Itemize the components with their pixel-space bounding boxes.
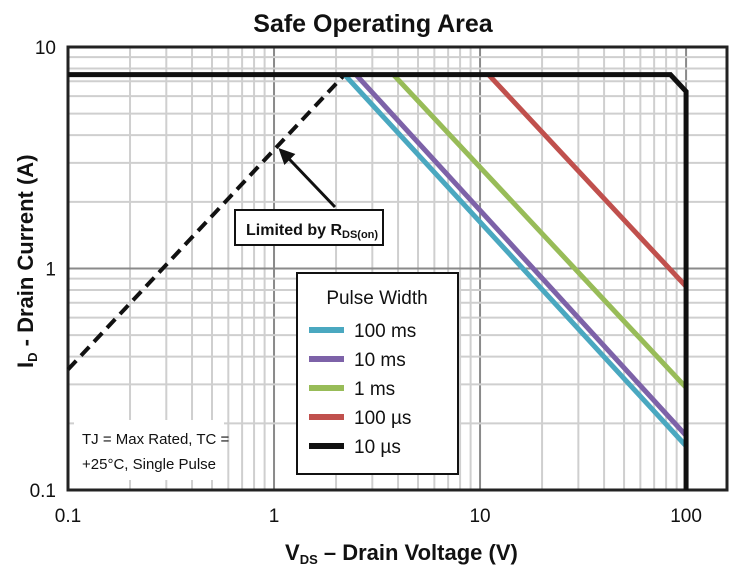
rds-limit-line	[66, 73, 347, 371]
annotation-arrow	[283, 152, 337, 209]
legend-title: Pulse Width	[326, 288, 427, 309]
x-tick-label: 10	[469, 506, 490, 527]
x-axis-label-part: V	[285, 540, 300, 565]
chart-title: Safe Operating Area	[253, 10, 494, 38]
legend-box	[296, 272, 459, 475]
x-tick-label: 0.1	[55, 506, 81, 527]
y-axis-label-part: I	[13, 362, 38, 368]
note-line-2: +25°C, Single Pulse	[82, 456, 216, 473]
y-tick-label: 1	[45, 260, 56, 281]
legend-label: 10 ms	[354, 350, 406, 371]
series-line-100-µs	[486, 72, 688, 289]
arrow-head-icon	[278, 147, 296, 165]
legend-label: 100 ms	[354, 321, 416, 342]
note-bg	[74, 420, 224, 480]
y-tick-label: 10	[35, 38, 56, 59]
series-line-10-µs	[68, 72, 689, 490]
x-axis-label: VDS – Drain Voltage (V)	[285, 540, 518, 567]
y-axis-label: ID - Drain Current (A)	[13, 154, 40, 368]
series-line-1-ms	[391, 72, 688, 390]
x-axis-label-part: – Drain Voltage (V)	[318, 540, 518, 565]
y-tick-label: 0.1	[30, 481, 56, 502]
annotation-part: DS(on)	[342, 229, 378, 241]
x-axis-label-part: DS	[300, 552, 318, 567]
legend-label: 100 µs	[354, 408, 411, 429]
legend-label: 1 ms	[354, 379, 395, 400]
x-tick-label: 100	[670, 506, 702, 527]
y-axis-label-part: D	[25, 352, 40, 361]
series-line-10-ms	[354, 72, 688, 438]
legend-label: 10 µs	[354, 437, 401, 458]
annotation-box	[234, 209, 384, 246]
annotation-text: Limited by RDS(on)	[246, 222, 378, 241]
x-tick-label: 1	[269, 506, 280, 527]
y-axis-label-part: - Drain Current (A)	[13, 154, 38, 352]
plot-frame	[66, 45, 729, 492]
note-line-1: TJ = Max Rated, TC =	[82, 431, 230, 448]
annotation-part: Limited by R	[246, 222, 342, 239]
series-line-100-ms	[342, 72, 688, 448]
